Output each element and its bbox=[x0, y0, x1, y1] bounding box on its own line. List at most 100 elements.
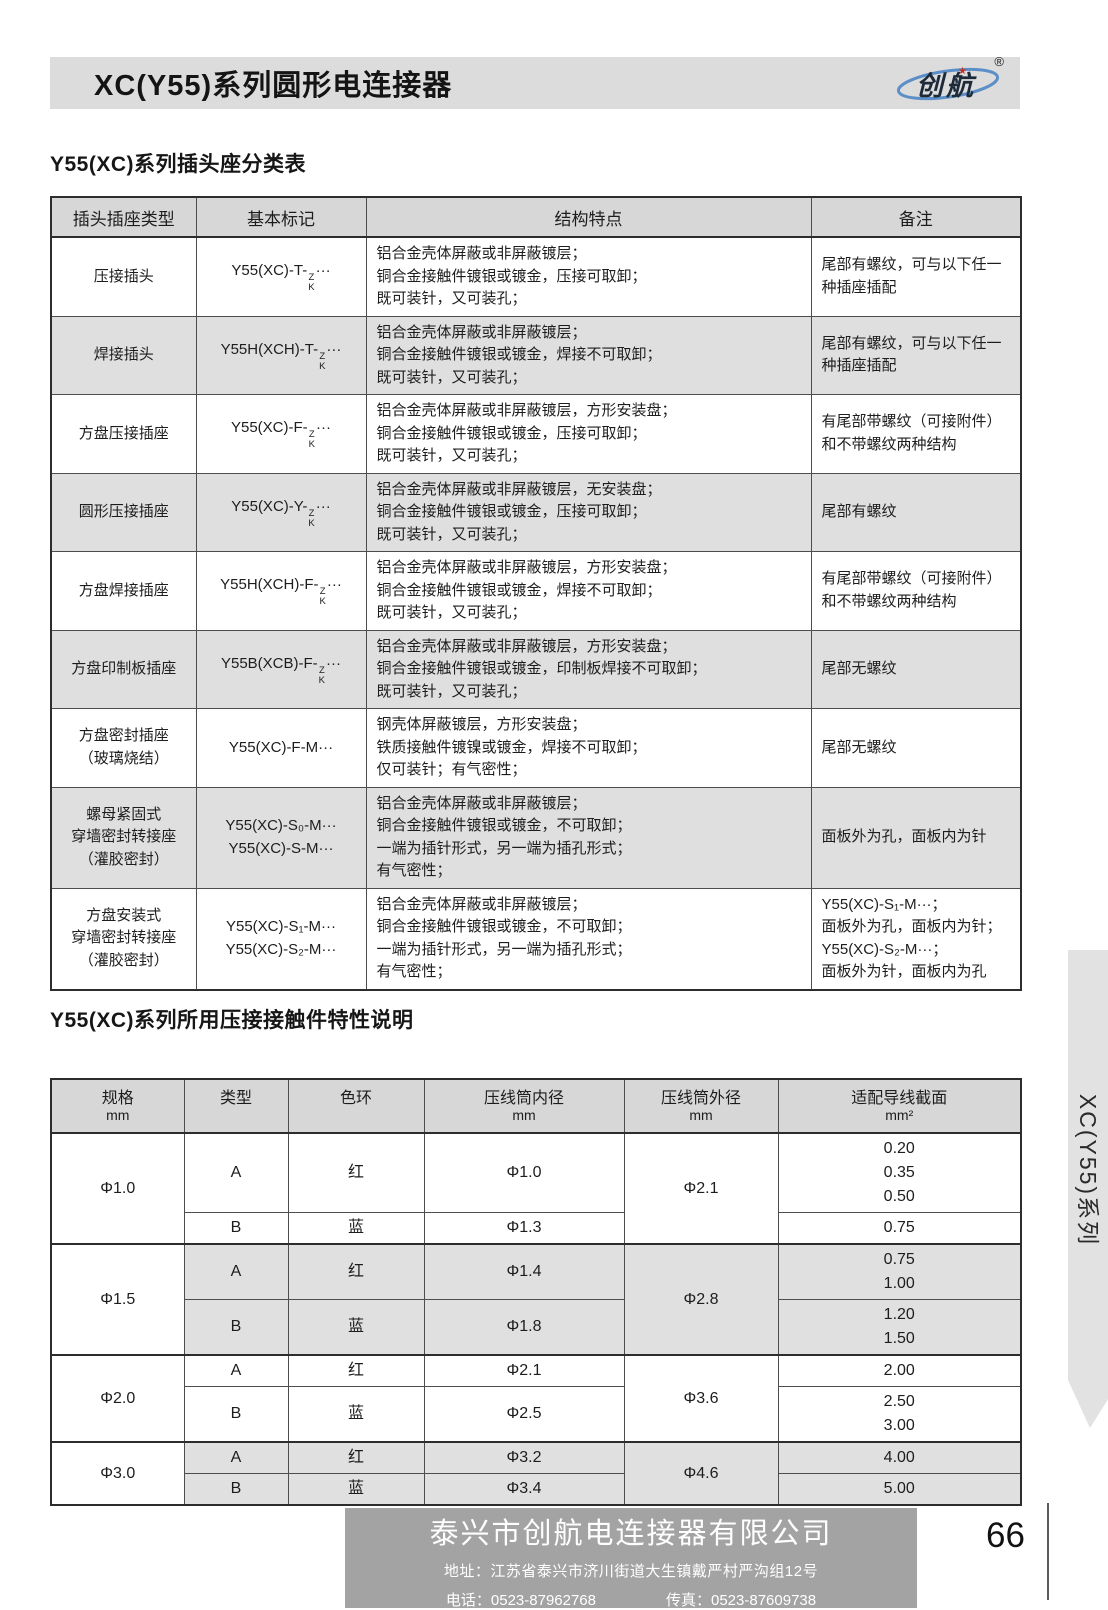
classification-header-row: 插头插座类型 基本标记 结构特点 备注 bbox=[50, 196, 1022, 238]
wire-section-cell: 1.20 1.50 bbox=[777, 1299, 1022, 1356]
wire-section-cell: 0.75 bbox=[777, 1212, 1022, 1245]
contact-type-cell: B bbox=[183, 1212, 289, 1245]
page-title: XC(Y55)系列圆形电连接器 bbox=[94, 70, 453, 102]
contact-spec-row: Φ1.0 A 红 Φ1.0 Φ2.1 0.20 0.35 0.50 bbox=[50, 1132, 1022, 1245]
basic-mark-cell: Y55(XC)-F-M··· bbox=[195, 708, 367, 788]
contact-spec-row: B 蓝 Φ1.3 0.75 bbox=[51, 1212, 1022, 1245]
color-ring-cell: 红 bbox=[287, 1132, 425, 1213]
contact-type-cell: A bbox=[183, 1441, 289, 1474]
col-header-basic-mark: 基本标记 bbox=[195, 196, 367, 238]
plug-type-cell: 方盘印制板插座 bbox=[50, 629, 197, 709]
contact-spec-row: Φ1.5 A 红 Φ1.4 Φ2.8 0.75 1.00 bbox=[50, 1243, 1022, 1356]
spec-cell: Φ1.5 bbox=[50, 1243, 185, 1356]
inner-dia-cell: Φ1.8 bbox=[423, 1299, 625, 1356]
inner-dia-cell: Φ3.2 bbox=[423, 1441, 625, 1474]
remarks-cell: 尾部无螺纹 bbox=[810, 629, 1022, 709]
structure-features-cell: 铝合金壳体屏蔽或非屏蔽镀层； 铜合金接触件镀银或镀金，压接可取卸； 既可装针，又可装… bbox=[365, 236, 812, 317]
contact-spec-table: 规格 mm 类型 色环 压线筒内径 mm 压线筒外径 mm 适配导线截面 mm² bbox=[50, 1078, 1022, 1506]
structure-features-cell: 铝合金壳体屏蔽或非屏蔽镀层； 铜合金接触件镀银或镀金，焊接不可取卸； 既可装针，又可… bbox=[365, 315, 812, 395]
basic-mark-cell: Y55H(XCH)-F- Z K ··· bbox=[195, 551, 367, 631]
contact-spec-header-row: 规格 mm 类型 色环 压线筒内径 mm 压线筒外径 mm 适配导线截面 mm² bbox=[50, 1078, 1022, 1134]
col-header-barrel-inner-dia: 压线筒内径 mm bbox=[423, 1078, 625, 1134]
wire-section-cell: 4.00 bbox=[777, 1441, 1022, 1474]
structure-features-cell: 铝合金壳体屏蔽或非屏蔽镀层，方形安装盘； 铜合金接触件镀银或镀金，压接可取卸； 既可… bbox=[365, 394, 812, 474]
logo-swoosh-icon bbox=[896, 67, 1000, 101]
classification-row: 方盘焊接插座 Y55H(XCH)-F- Z K ··· 铝合金壳体屏蔽或非屏蔽镀层，方形安… bbox=[50, 551, 1022, 631]
structure-features-cell: 铝合金壳体屏蔽或非屏蔽镀层，方形安装盘； 铜合金接触件镀银或镀金，焊接不可取卸；既… bbox=[365, 551, 812, 631]
plug-type-cell: 焊接插头 bbox=[50, 315, 197, 395]
contact-type-cell: B bbox=[183, 1299, 289, 1356]
classification-row: 方盘压接插座 Y55(XC)-F- Z K ··· 铝合金壳体屏蔽或非屏蔽镀层，方形安装盘… bbox=[50, 394, 1022, 474]
plug-type-cell: 圆形压接插座 bbox=[50, 472, 197, 552]
classification-row: 方盘安装式 穿墙密封转接座 （灌胶密封） Y55(XC)-S₁-M··· Y55(XC)… bbox=[50, 887, 1022, 990]
outer-dia-cell: Φ2.1 bbox=[623, 1132, 779, 1245]
basic-mark-cell: Y55(XC)-S₀-M··· Y55(XC)-S-M··· bbox=[195, 786, 367, 889]
inner-dia-cell: Φ1.0 bbox=[423, 1132, 625, 1213]
col-header-structure-features: 结构特点 bbox=[365, 196, 812, 238]
basic-mark-cell: Y55B(XCB)-F- Z K ··· bbox=[195, 629, 367, 709]
remarks-cell: 尾部有螺纹 bbox=[810, 472, 1022, 552]
page-number-divider bbox=[1047, 1503, 1049, 1600]
contact-type-cell: A bbox=[183, 1132, 289, 1213]
structure-features-cell: 铝合金壳体屏蔽或非屏蔽镀层； 铜合金接触件镀银或镀金，不可取卸； 一端为插针形式，另… bbox=[365, 887, 812, 990]
contact-type-cell: B bbox=[183, 1473, 289, 1506]
registered-trademark-icon: ® bbox=[994, 54, 1004, 69]
col-header-spec: 规格 mm bbox=[50, 1078, 185, 1134]
spec-cell: Φ3.0 bbox=[50, 1441, 185, 1506]
contact-spec-row: B 蓝 Φ1.8 1.20 1.50 bbox=[51, 1299, 1022, 1356]
structure-features-cell: 铝合金壳体屏蔽或非屏蔽镀层； 铜合金接触件镀银或镀金，不可取卸； 一端为插针形式，另… bbox=[365, 786, 812, 889]
basic-mark-cell: Y55(XC)-Y- Z K ··· bbox=[195, 472, 367, 552]
inner-dia-cell: Φ2.1 bbox=[423, 1354, 625, 1387]
wire-section-cell: 5.00 bbox=[777, 1473, 1022, 1506]
section1-title: Y55(XC)系列插头座分类表 bbox=[50, 153, 307, 176]
classification-row: 压接插头 Y55(XC)-T- Z K ··· 铝合金壳体屏蔽或非屏蔽镀层； 铜合金接触件镀… bbox=[50, 236, 1022, 317]
col-header-barrel-outer-dia: 压线筒外径 mm bbox=[623, 1078, 779, 1134]
remarks-cell: 有尾部带螺纹（可接附件）和不带螺纹两种结构 bbox=[810, 394, 1022, 474]
color-ring-cell: 蓝 bbox=[287, 1212, 425, 1245]
col-header-remarks: 备注 bbox=[810, 196, 1022, 238]
color-ring-cell: 蓝 bbox=[287, 1299, 425, 1356]
inner-dia-cell: Φ3.4 bbox=[423, 1473, 625, 1506]
page-number: 66 bbox=[986, 1516, 1025, 1555]
color-ring-cell: 蓝 bbox=[287, 1386, 425, 1443]
contact-spec-row: B 蓝 Φ2.5 2.50 3.00 bbox=[51, 1386, 1022, 1443]
series-side-tab-label: XC(Y55)系列 bbox=[1075, 1093, 1101, 1247]
inner-dia-cell: Φ2.5 bbox=[423, 1386, 625, 1443]
remarks-cell: 有尾部带螺纹（可接附件）和不带螺纹两种结构 bbox=[810, 551, 1022, 631]
basic-mark-cell: Y55(XC)-F- Z K ··· bbox=[195, 394, 367, 474]
plug-type-cell: 压接插头 bbox=[50, 236, 197, 317]
classification-row: 焊接插头 Y55H(XCH)-T- Z K ··· 铝合金壳体屏蔽或非屏蔽镀层； 铜合金接触… bbox=[50, 315, 1022, 395]
section2-title: Y55(XC)系列所用压接接触件特性说明 bbox=[50, 1009, 414, 1032]
contact-type-cell: A bbox=[183, 1243, 289, 1300]
plug-type-cell: 方盘压接插座 bbox=[50, 394, 197, 474]
col-header-plug-type: 插头插座类型 bbox=[50, 196, 197, 238]
color-ring-cell: 蓝 bbox=[287, 1473, 425, 1506]
outer-dia-cell: Φ3.6 bbox=[623, 1354, 779, 1443]
remarks-cell: 尾部有螺纹，可与以下任一种插座插配 bbox=[810, 236, 1022, 317]
plug-type-cell: 方盘焊接插座 bbox=[50, 551, 197, 631]
spec-cell: Φ1.0 bbox=[50, 1132, 185, 1245]
plug-type-cell: 方盘密封插座 （玻璃烧结） bbox=[50, 708, 197, 788]
classification-table: 插头插座类型 基本标记 结构特点 备注 压接插头 Y55(XC)-T- Z K ··· 铝… bbox=[50, 196, 1022, 991]
classification-row: 圆形压接插座 Y55(XC)-Y- Z K ··· 铝合金壳体屏蔽或非屏蔽镀层，无安装盘；… bbox=[50, 472, 1022, 552]
wire-section-cell: 0.75 1.00 bbox=[777, 1243, 1022, 1300]
brand-logo: 创航 ★ ® bbox=[894, 54, 1006, 108]
contact-type-cell: A bbox=[183, 1354, 289, 1387]
contact-type-cell: B bbox=[183, 1386, 289, 1443]
remarks-cell: 尾部有螺纹，可与以下任一种插座插配 bbox=[810, 315, 1022, 395]
outer-dia-cell: Φ2.8 bbox=[623, 1243, 779, 1356]
remarks-cell: Y55(XC)-S₁-M···； 面板外为孔，面板内为针； Y55(XC)-S₂-M… bbox=[810, 887, 1022, 990]
classification-row: 方盘印制板插座 Y55B(XCB)-F- Z K ··· 铝合金壳体屏蔽或非屏蔽镀层，方形… bbox=[50, 629, 1022, 709]
color-ring-cell: 红 bbox=[287, 1243, 425, 1300]
company-address: 地址：江苏省泰兴市济川街道大生镇戴严村严沟组12号 bbox=[443, 1563, 819, 1580]
logo-wordmark: 创航 bbox=[916, 71, 976, 101]
basic-mark-cell: Y55(XC)-S₁-M··· Y55(XC)-S₂-M··· bbox=[195, 887, 367, 990]
col-header-type: 类型 bbox=[183, 1078, 289, 1134]
structure-features-cell: 钢壳体屏蔽镀层，方形安装盘； 铁质接触件镀镍或镀金，焊接不可取卸； 仅可装针；有气密… bbox=[365, 708, 812, 788]
color-ring-cell: 红 bbox=[287, 1354, 425, 1387]
classification-row: 方盘密封插座 （玻璃烧结） Y55(XC)-F-M··· 钢壳体屏蔽镀层，方形安装盘；… bbox=[50, 708, 1022, 788]
contact-spec-row: Φ3.0 A 红 Φ3.2 Φ4.6 4.00 bbox=[50, 1441, 1022, 1506]
